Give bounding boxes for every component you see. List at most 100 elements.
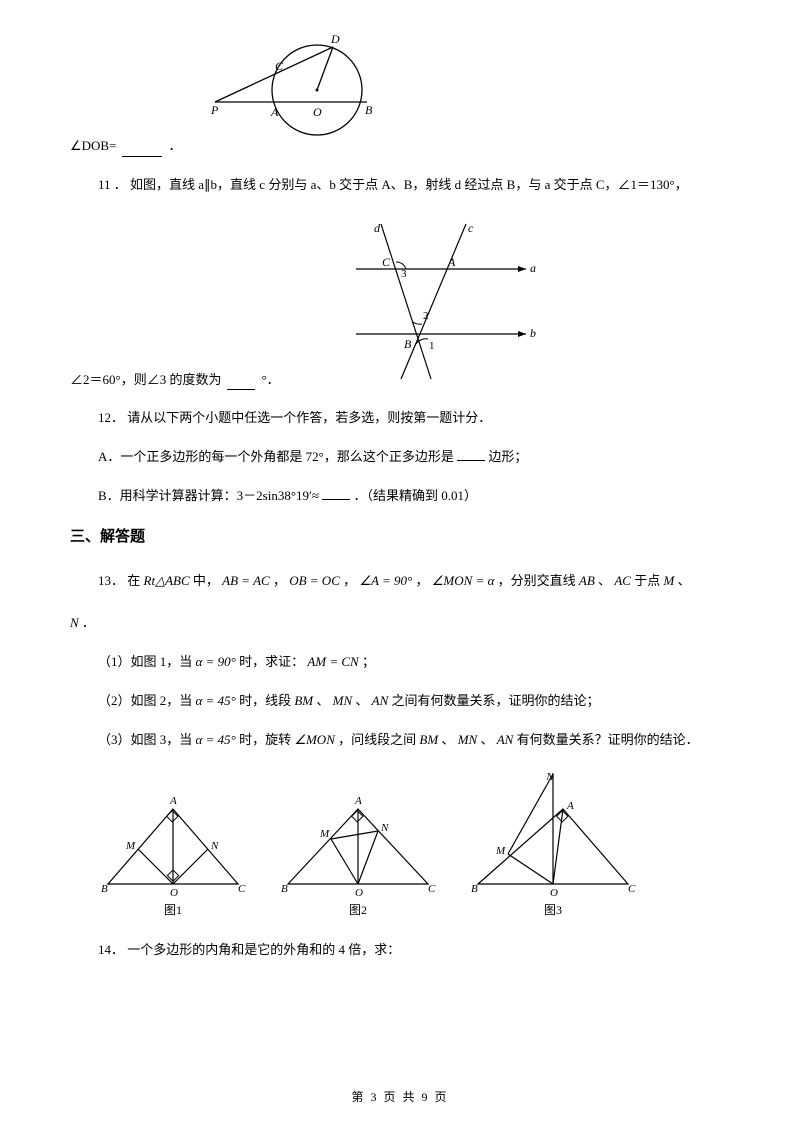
q11-line1: 11 ． 如图，直线 a∥b，直线 c 分别与 a、b 交于点 A、B，射线 d… <box>70 175 730 196</box>
svg-text:O: O <box>355 887 363 899</box>
q13-id: 、 <box>598 573 611 588</box>
q13-p3: （3）如图 3，当 α = 45° 时，旋转 ∠MON ，问线段之间 BM 、 … <box>70 730 730 751</box>
q12-text: 请从以下两个小题中任选一个作答，若多选，则按第一题计分． <box>127 410 491 425</box>
q13-p1b: 时，求证： <box>239 654 304 669</box>
q13-eq1: AB = AC <box>222 573 270 588</box>
q13-ia: 在 <box>127 573 140 588</box>
q13-s1: 、 <box>316 693 329 708</box>
q14-text: 一个多边形的内角和是它的外角和的 4 倍，求： <box>127 942 400 957</box>
q13-eq4: ∠MON = α <box>432 573 495 588</box>
q10-blank <box>122 143 162 157</box>
svg-text:O: O <box>550 887 558 899</box>
svg-text:B: B <box>281 883 288 895</box>
q11-tail-prefix: ∠2＝60°，则∠3 的度数为 <box>70 370 221 391</box>
q11-num: 11 ． <box>98 177 127 192</box>
svg-text:C: C <box>628 883 636 895</box>
svg-text:O: O <box>313 105 322 119</box>
q11-figure: a b c d A B C 1 2 3 <box>316 214 556 391</box>
svg-text:A: A <box>447 255 456 269</box>
q12-a-blank <box>457 447 485 461</box>
svg-text:M: M <box>495 845 506 857</box>
q12-head: 12． 请从以下两个小题中任选一个作答，若多选，则按第一题计分． <box>70 408 730 429</box>
svg-text:P: P <box>210 103 219 117</box>
svg-text:M: M <box>319 828 330 840</box>
q13-s2: 、 <box>355 693 368 708</box>
svg-text:B: B <box>101 883 108 895</box>
q12-b-suffix: ．（结果精确到 0.01） <box>354 488 478 503</box>
q13-mn: MN <box>333 693 353 708</box>
q13-mon: ∠MON <box>294 732 335 747</box>
q13-bm2: BM <box>419 732 438 747</box>
svg-text:1: 1 <box>429 340 435 352</box>
q13-ab: AB <box>579 573 595 588</box>
q13-an: AN <box>372 693 389 708</box>
q13-s4: 、 <box>480 732 493 747</box>
q10-suffix: ． <box>168 136 181 157</box>
svg-text:B: B <box>365 103 373 117</box>
q13-p1res: AM = CN <box>307 654 358 669</box>
q13-s3: 、 <box>441 732 454 747</box>
q13-an2: AN <box>497 732 514 747</box>
q13-p2a: （2）如图 2，当 <box>98 693 192 708</box>
svg-text:M: M <box>125 840 136 852</box>
q12-b-blank <box>322 486 350 500</box>
q14-num: 14． <box>98 942 124 957</box>
svg-text:c: c <box>468 221 474 235</box>
q13-ac: AC <box>614 573 631 588</box>
q13-p3c: ，问线段之间 <box>338 732 416 747</box>
q13-p3d: 有何数量关系？证明你的结论． <box>517 732 699 747</box>
svg-text:D: D <box>330 32 340 46</box>
q13-num: 13． <box>98 573 124 588</box>
svg-text:d: d <box>374 221 381 235</box>
svg-text:a: a <box>530 261 536 275</box>
q13-n: N <box>70 615 79 630</box>
q12-a-prefix: A．一个正多边形的每一个外角都是 72°，那么这个正多边形是 <box>98 449 454 464</box>
q12-a: A．一个正多边形的每一个外角都是 72°，那么这个正多边形是 边形； <box>70 447 730 468</box>
q13-dia1-caption: 图1 <box>164 901 182 920</box>
svg-text:A: A <box>169 795 177 807</box>
svg-text:A: A <box>354 795 362 807</box>
q13-m: M <box>663 573 674 588</box>
q10-prefix: ∠DOB= <box>70 136 116 157</box>
q13-p1eq: α = 90° <box>196 654 236 669</box>
q13-p1a: （1）如图 1，当 <box>98 654 192 669</box>
q11-blank <box>227 376 255 390</box>
q14: 14． 一个多边形的内角和是它的外角和的 4 倍，求： <box>70 940 730 961</box>
q13-ib: 中， <box>193 573 219 588</box>
q12-b-prefix: B．用科学计算器计算：3－2sin38°19′≈ <box>98 488 319 503</box>
svg-text:B: B <box>404 337 412 351</box>
svg-text:C: C <box>275 59 284 73</box>
q10-figure: P A O B C D <box>197 30 407 157</box>
page-footer: 第 3 页 共 9 页 <box>0 1088 800 1107</box>
q13-if: 、 <box>678 573 691 588</box>
svg-text:b: b <box>530 326 536 340</box>
q13-p2b: 时，线段 <box>239 693 291 708</box>
q13-eq3: ∠A = 90° <box>359 573 412 588</box>
svg-text:C: C <box>238 883 246 895</box>
q13-p1: （1）如图 1，当 α = 90° 时，求证： AM = CN ； <box>70 652 730 673</box>
q13-eq2: OB = OC <box>289 573 340 588</box>
q13-intro2: N ． <box>70 613 730 634</box>
q13-p2c: 之间有何数量关系，证明你的结论； <box>392 693 600 708</box>
q13-c3: ， <box>415 573 428 588</box>
q13-p2: （2）如图 2，当 α = 45° 时，线段 BM 、 MN 、 AN 之间有何… <box>70 691 730 712</box>
q13-intro: 13． 在 Rt△ABC 中， AB = AC ， OB = OC ， ∠A =… <box>70 567 730 596</box>
q13-mn2: MN <box>458 732 478 747</box>
q13-p3b: 时，旋转 <box>239 732 291 747</box>
svg-text:3: 3 <box>401 268 407 280</box>
q13-p1c: ； <box>362 654 375 669</box>
q13-p2eq: α = 45° <box>196 693 236 708</box>
q13-dia3: A B C M N O 图3 <box>468 769 638 920</box>
q13-dia3-caption: 图3 <box>544 901 562 920</box>
q13-ic: ，分别交直线 <box>498 573 576 588</box>
svg-text:N: N <box>380 822 389 834</box>
svg-text:C: C <box>382 255 391 269</box>
svg-text:N: N <box>545 771 554 783</box>
svg-text:O: O <box>170 887 178 899</box>
q12-a-suffix: 边形； <box>488 449 527 464</box>
svg-text:N: N <box>210 840 219 852</box>
svg-text:B: B <box>471 883 478 895</box>
q13-dia1: A B C M N O 图1 <box>98 789 248 920</box>
q13-diagrams: A B C M N O 图1 A B C M N O 图2 <box>98 769 730 920</box>
svg-text:C: C <box>428 883 436 895</box>
